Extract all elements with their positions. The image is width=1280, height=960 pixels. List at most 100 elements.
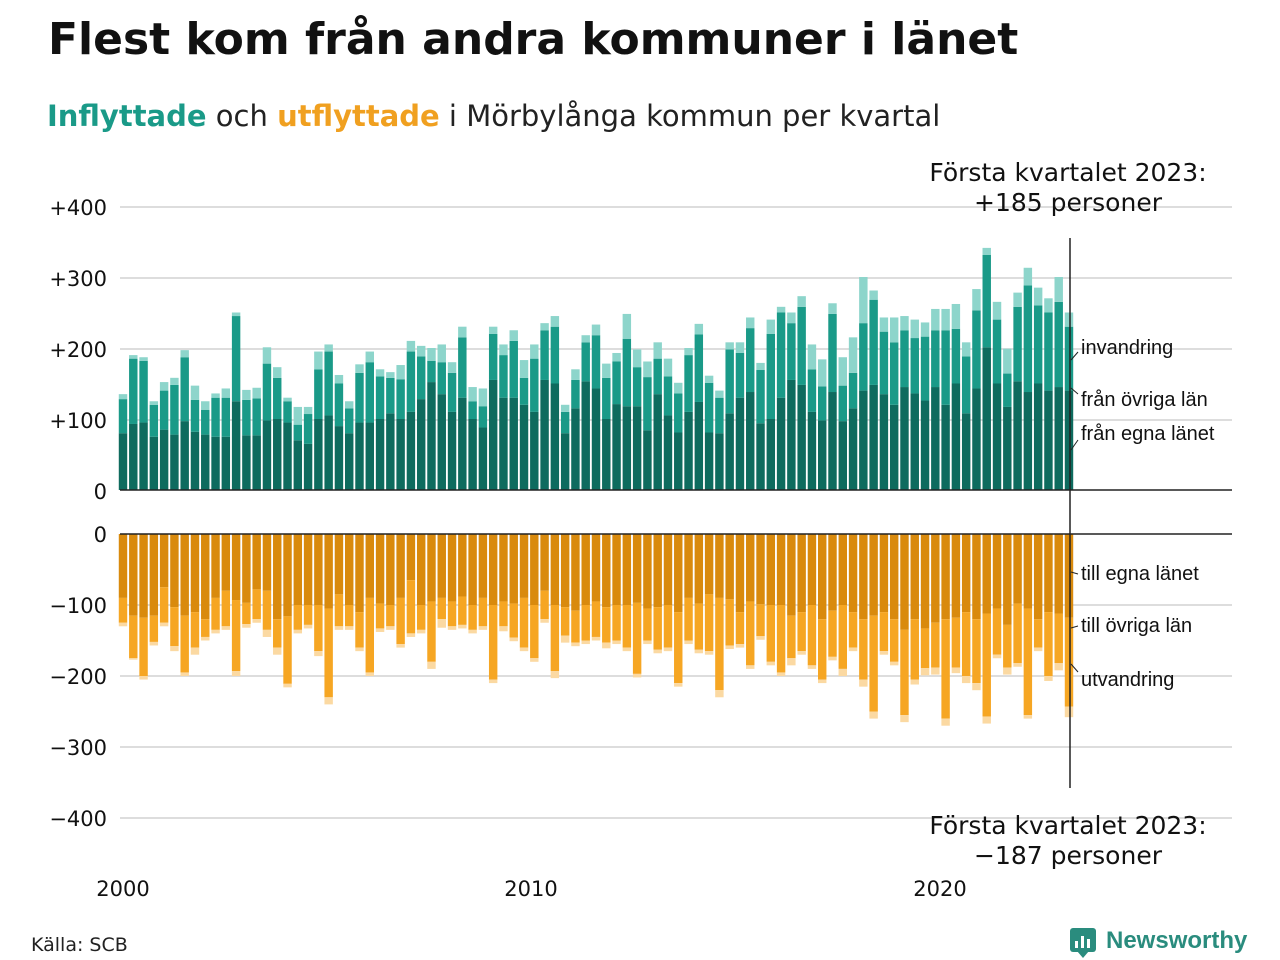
bar-emigration <box>828 656 837 661</box>
bar-emigration <box>900 715 909 723</box>
bar-to-other-counties <box>889 619 899 662</box>
bar-from-own-county <box>1013 381 1022 490</box>
bar-from-own-county <box>509 397 518 490</box>
bar-to-other-counties <box>355 612 364 648</box>
bar-from-own-county <box>581 381 590 490</box>
bar-to-own-county <box>900 534 909 630</box>
y-tick-label: −300 <box>49 736 107 760</box>
bar-from-own-county <box>118 433 128 490</box>
series-label-fran-egna-lanet: från egna länet <box>1081 423 1215 445</box>
bar-from-own-county <box>859 390 868 490</box>
bar-from-own-county <box>190 431 200 490</box>
annotation-bottom-line2: −187 personer <box>974 841 1163 870</box>
bar-from-own-county <box>159 429 169 490</box>
bar-to-own-county <box>643 534 652 609</box>
bar-from-other-counties <box>756 370 765 424</box>
bar-from-own-county <box>766 419 776 490</box>
bar-to-own-county <box>694 534 704 604</box>
bar-emigration <box>1003 667 1012 675</box>
bar-immigration <box>735 342 745 353</box>
bar-to-own-county <box>314 534 323 605</box>
bar-emigration <box>838 668 847 676</box>
bar-from-other-counties <box>118 399 128 434</box>
bar-from-own-county <box>591 388 601 490</box>
bar-to-other-counties <box>180 615 189 673</box>
bar-to-other-counties <box>1044 612 1053 676</box>
bar-emigration <box>1064 706 1074 718</box>
bar-immigration <box>571 369 580 380</box>
bar-to-own-county <box>406 534 416 581</box>
bar-to-other-counties <box>612 605 621 641</box>
bar-to-own-county <box>159 534 169 588</box>
bar-to-own-county <box>756 534 765 605</box>
bar-to-own-county <box>324 534 333 609</box>
bar-immigration <box>797 296 806 307</box>
bar-emigration <box>622 647 632 652</box>
bar-from-other-counties <box>242 399 251 436</box>
bar-from-other-counties <box>931 330 940 388</box>
bar-immigration <box>972 289 981 311</box>
bar-emigration <box>447 626 457 630</box>
bar-emigration <box>406 633 416 637</box>
bar-from-own-county <box>807 411 817 490</box>
bar-to-other-counties <box>242 602 251 625</box>
bar-to-own-county <box>386 534 395 605</box>
bar-from-other-counties <box>674 393 683 433</box>
bar-immigration <box>889 317 899 343</box>
bar-emigration <box>684 640 693 645</box>
bar-to-other-counties <box>838 605 847 669</box>
bar-emigration <box>694 649 704 654</box>
bar-emigration <box>149 641 159 646</box>
bar-from-other-counties <box>458 337 467 398</box>
bar-to-other-counties <box>386 605 395 627</box>
bar-from-own-county <box>242 435 251 490</box>
bar-immigration <box>262 347 272 364</box>
bar-to-other-counties <box>447 601 457 627</box>
bar-from-other-counties <box>941 330 950 405</box>
series-label-utvandring: utvandring <box>1081 669 1174 691</box>
bar-from-own-county <box>931 387 940 490</box>
bar-emigration <box>982 716 991 724</box>
bar-to-own-county <box>951 534 961 618</box>
inflyttade-bars <box>118 247 1074 490</box>
bar-to-other-counties <box>920 628 930 669</box>
subtitle-inflyttade: Inflyttade <box>47 99 207 133</box>
bar-from-own-county <box>530 411 539 490</box>
bar-from-own-county <box>458 397 467 490</box>
bar-to-other-counties <box>684 597 693 641</box>
bar-from-other-counties <box>653 358 662 395</box>
bar-to-other-counties <box>632 602 642 674</box>
bar-from-other-counties <box>262 363 272 421</box>
bar-to-own-county <box>725 534 734 600</box>
bar-immigration <box>190 385 200 400</box>
bar-from-own-county <box>951 383 961 490</box>
bar-to-own-county <box>334 534 344 595</box>
bar-immigration <box>314 351 323 370</box>
bar-immigration <box>653 342 662 359</box>
bar-from-own-county <box>643 430 652 490</box>
annotation-top-line2: +185 personer <box>974 188 1163 217</box>
bar-from-own-county <box>488 379 498 490</box>
bar-to-other-counties <box>900 629 909 716</box>
bar-emigration <box>992 654 1002 659</box>
bar-emigration <box>355 647 364 652</box>
bar-from-own-county <box>684 411 693 490</box>
bar-immigration <box>1003 348 1012 374</box>
bar-from-other-counties <box>314 369 323 419</box>
bar-emigration <box>807 665 817 669</box>
bar-emigration <box>951 667 961 674</box>
bar-from-own-county <box>345 433 354 490</box>
top-y-ticks: +400 +300 +200 +100 0 <box>49 196 107 504</box>
bar-to-other-counties <box>190 612 200 648</box>
bar-immigration <box>242 389 251 400</box>
bar-to-other-counties <box>704 594 714 652</box>
bar-immigration <box>499 344 508 356</box>
bar-from-own-county <box>293 440 303 490</box>
newsworthy-logo[interactable]: Newsworthy <box>1070 927 1248 958</box>
bar-to-other-counties <box>622 605 632 648</box>
bar-immigration <box>118 394 128 400</box>
bar-immigration <box>1044 298 1053 313</box>
bar-to-other-counties <box>951 617 961 668</box>
bar-emigration <box>118 622 128 627</box>
bar-emigration <box>478 626 488 630</box>
